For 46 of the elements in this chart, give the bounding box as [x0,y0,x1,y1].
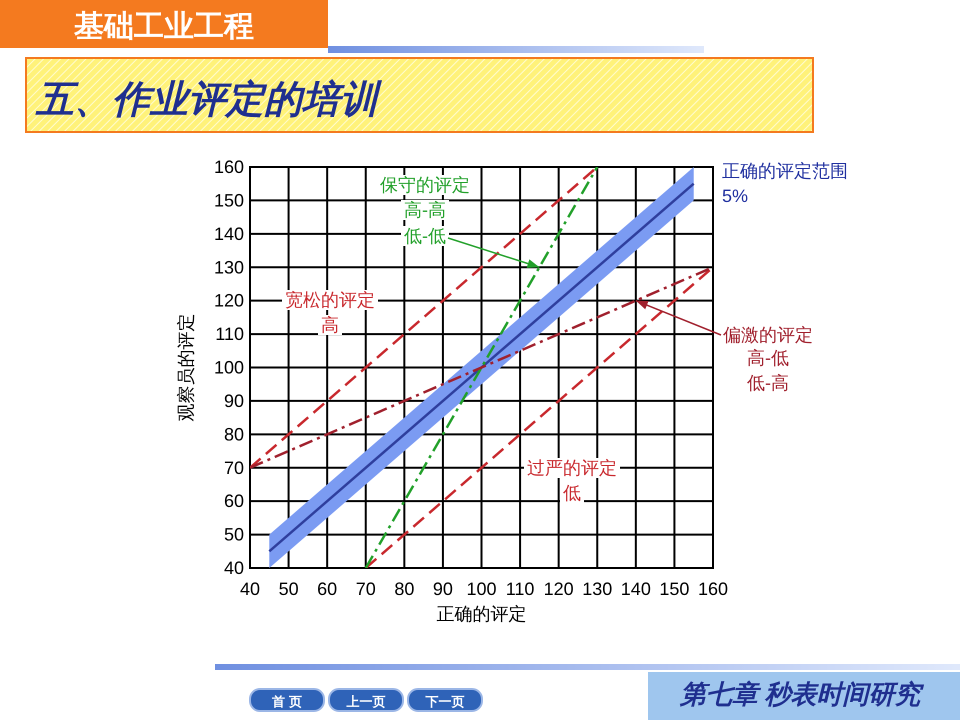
y-tick-label: 130 [214,257,244,278]
x-axis-title: 正确的评定 [436,604,526,624]
y-tick-label: 100 [214,358,244,378]
text: 首 页 [271,694,302,709]
y-tick-label: 150 [214,190,244,210]
text: 下一页 [424,694,464,709]
annotation: 宽松的评定 [282,290,378,310]
annotation: 高-低 [744,348,792,368]
y-tick-label: 60 [224,491,244,512]
annotation: 高 [318,315,342,335]
annotation: 偏激的评定 [723,325,813,345]
annotation: 低-高 [744,373,792,393]
x-tick-label: 140 [620,579,651,599]
y-tick-label: 120 [214,290,244,311]
x-tick-label: 110 [506,579,534,599]
chart-title: 五、作业评定的培训 [35,78,383,121]
y-tick-label: 40 [224,558,244,578]
annotation: 5% [722,186,748,206]
annotation: 偏激的评定 [636,300,816,345]
y-tick-label: 90 [224,390,244,411]
annotation: 低 [560,483,584,503]
x-tick-label: 50 [278,579,299,599]
x-tick-label: 70 [356,579,376,599]
x-tick-label: 130 [582,579,612,599]
y-tick-label: 140 [214,224,244,244]
y-tick-label: 70 [224,458,244,478]
annotation: 低-低 [404,226,446,246]
y-tick-label: 110 [215,324,244,344]
x-tick-label: 40 [240,579,260,599]
x-tick-label: 120 [544,579,574,599]
x-tick-label: 160 [698,579,728,599]
annotation: 高-高 [401,200,449,220]
annotation: 正确的评定范围 [722,161,848,181]
chart-subtitle: 基础工业工程 [73,10,254,43]
annotation: 过严的评定 [524,458,620,478]
annotation: 低-低 [401,226,540,268]
y-tick-label: 80 [224,424,244,444]
y-tick-label: 160 [214,157,244,177]
text: 上一页 [346,694,386,709]
x-tick-label: 100 [466,579,497,599]
x-tick-label: 90 [432,579,453,599]
x-tick-label: 80 [394,579,414,599]
y-axis-title: 观察员的评定 [176,314,196,422]
x-tick-label: 150 [659,579,690,599]
x-tick-label: 60 [317,579,338,599]
y-tick-label: 50 [224,524,244,545]
